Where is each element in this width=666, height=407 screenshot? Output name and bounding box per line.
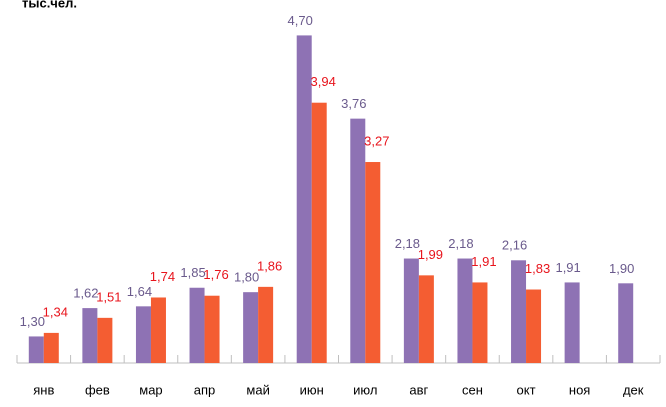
x-tick-label: ноя [569,382,590,397]
bar [28,336,44,363]
bar [311,102,327,363]
data-label: 1,91 [471,254,496,269]
bar [189,287,205,363]
bar [82,308,98,363]
data-label: 1,85 [180,265,205,280]
data-label: 2,18 [395,236,420,251]
bar [564,282,580,363]
data-label: 3,27 [364,133,389,148]
data-label: 1,64 [127,284,152,299]
data-label: 1,83 [525,261,550,276]
data-label: 1,99 [418,247,443,262]
bar [526,289,542,363]
x-tick-label: сен [462,382,483,397]
bar [243,292,259,363]
data-label: 3,94 [311,74,336,89]
x-tick-label: дек [623,382,644,397]
x-tick-label: авг [409,382,428,397]
x-tick-label: мар [139,382,162,397]
x-tick-label: июн [300,382,324,397]
bar [204,295,220,363]
bar [43,332,59,363]
bar [418,275,434,363]
data-label: 1,91 [555,260,580,275]
bar [511,260,527,363]
data-label: 1,62 [73,286,98,301]
bar [97,317,113,363]
x-tick-label: янв [33,382,54,397]
x-tick-label: май [246,382,269,397]
data-label: 1,80 [234,270,259,285]
data-label: 1,30 [20,314,45,329]
bar [472,282,488,363]
chart-title: тыс.чел. [22,0,77,10]
data-label: 1,90 [609,261,634,276]
x-tick-label: апр [194,382,216,397]
x-tick-label: июл [353,382,377,397]
bar [258,286,274,363]
data-label: 4,70 [288,13,313,28]
x-tick-label: фев [85,382,110,397]
bar [150,297,166,363]
bar [350,118,366,363]
bar [457,258,473,363]
data-label: 1,76 [203,267,228,282]
data-label: 1,34 [43,304,68,319]
bar [296,35,312,363]
data-label: 3,76 [341,96,366,111]
data-label: 2,18 [448,236,473,251]
bar [365,162,381,363]
data-label: 2,16 [502,238,527,253]
bar [135,306,151,363]
x-tick-label: окт [517,382,536,397]
data-label: 1,86 [257,258,282,273]
bar [618,283,634,363]
data-label: 1,51 [96,289,121,304]
data-label: 1,74 [150,269,175,284]
bar [403,258,419,363]
